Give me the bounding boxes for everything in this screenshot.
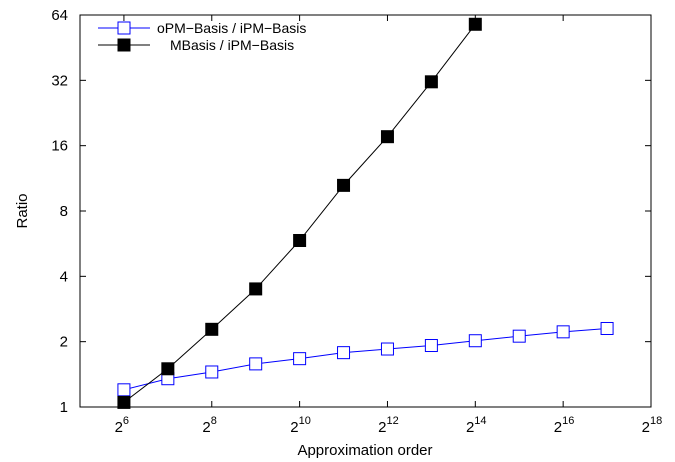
series-layer — [117, 17, 614, 409]
x-tick-label: 2 — [554, 419, 562, 436]
data-point — [424, 75, 438, 89]
legend-marker — [117, 21, 131, 35]
data-point — [380, 130, 394, 144]
data-point — [293, 234, 307, 248]
data-point — [337, 178, 351, 192]
x-tick-exponent: 14 — [474, 415, 486, 427]
legend-label: oPM−Basis / iPM−Basis — [157, 20, 306, 36]
data-point — [600, 321, 614, 335]
x-tick-label: 2 — [378, 419, 386, 436]
y-tick-label: 64 — [51, 7, 68, 24]
x-tick-exponent: 10 — [299, 415, 311, 427]
series-line — [123, 327, 608, 391]
data-point — [205, 322, 219, 336]
legend-marker — [117, 38, 131, 52]
x-tick-label: 2 — [466, 419, 474, 436]
data-point — [380, 342, 394, 356]
legend-item-2: MBasis / iPM−Basis — [98, 37, 294, 53]
y-tick-label: 32 — [51, 72, 68, 89]
y-tick-label: 2 — [60, 334, 68, 351]
x-tick-base: 2 — [115, 419, 123, 436]
y-axis-label: Ratio — [14, 193, 31, 228]
y-tick-label: 16 — [51, 138, 68, 155]
x-tick-base: 2 — [642, 419, 650, 436]
x-tick-label: 2 — [202, 419, 210, 436]
x-axis: 2 6 2 8 2 10 2 12 2 14 2 16 2 18 — [115, 15, 662, 436]
data-point — [117, 395, 131, 409]
data-point — [337, 346, 351, 360]
plot-frame — [79, 14, 652, 408]
y-axis: 1 2 4 8 16 32 64 — [51, 7, 651, 416]
data-point — [205, 365, 219, 379]
y-tick-label: 1 — [60, 399, 68, 416]
data-point — [424, 339, 438, 353]
series-2 — [117, 17, 482, 409]
data-point — [512, 329, 526, 343]
x-tick-base: 2 — [378, 419, 386, 436]
series-line — [123, 23, 476, 403]
x-tick-exponent: 6 — [123, 415, 129, 427]
x-tick-exponent: 8 — [211, 415, 217, 427]
x-tick-label: 2 — [115, 419, 123, 436]
y-tick-label: 4 — [60, 268, 68, 285]
legend-label: MBasis / iPM−Basis — [170, 37, 294, 53]
data-point — [117, 383, 131, 397]
data-point — [468, 17, 482, 31]
x-tick-base: 2 — [554, 419, 562, 436]
x-tick-base: 2 — [202, 419, 210, 436]
x-tick-label: 2 — [290, 419, 298, 436]
legend-item-1: oPM−Basis / iPM−Basis — [98, 20, 306, 36]
data-point — [556, 325, 570, 339]
y-tick-label: 8 — [60, 203, 68, 220]
series-1 — [117, 321, 614, 397]
data-point — [161, 362, 175, 376]
x-tick-label: 2 — [642, 419, 650, 436]
data-point — [468, 334, 482, 348]
x-tick-base: 2 — [466, 419, 474, 436]
x-tick-exponent: 18 — [650, 415, 662, 427]
x-tick-exponent: 16 — [562, 415, 574, 427]
x-axis-label: Approximation order — [297, 442, 432, 459]
data-point — [249, 357, 263, 371]
data-point — [293, 352, 307, 366]
data-point — [249, 282, 263, 296]
x-tick-exponent: 12 — [386, 415, 398, 427]
x-tick-base: 2 — [290, 419, 298, 436]
